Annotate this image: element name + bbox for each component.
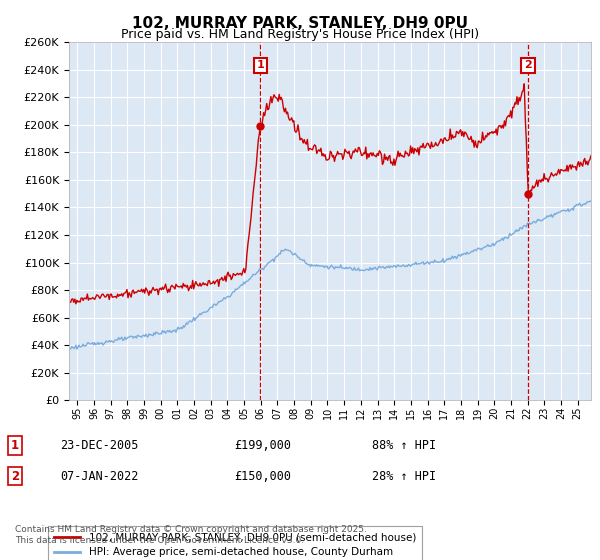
Text: 2: 2 (524, 60, 532, 71)
Legend: 102, MURRAY PARK, STANLEY, DH9 0PU (semi-detached house), HPI: Average price, se: 102, MURRAY PARK, STANLEY, DH9 0PU (semi… (48, 526, 422, 560)
Text: 88% ↑ HPI: 88% ↑ HPI (372, 438, 436, 452)
Text: 1: 1 (11, 438, 19, 452)
Text: 2: 2 (11, 469, 19, 483)
Text: 07-JAN-2022: 07-JAN-2022 (60, 469, 139, 483)
Text: Price paid vs. HM Land Registry's House Price Index (HPI): Price paid vs. HM Land Registry's House … (121, 28, 479, 41)
Text: Contains HM Land Registry data © Crown copyright and database right 2025.
This d: Contains HM Land Registry data © Crown c… (15, 525, 367, 545)
Text: 1: 1 (256, 60, 264, 71)
Text: £150,000: £150,000 (234, 469, 291, 483)
Text: £199,000: £199,000 (234, 438, 291, 452)
Text: 102, MURRAY PARK, STANLEY, DH9 0PU: 102, MURRAY PARK, STANLEY, DH9 0PU (132, 16, 468, 31)
Text: 28% ↑ HPI: 28% ↑ HPI (372, 469, 436, 483)
Text: 23-DEC-2005: 23-DEC-2005 (60, 438, 139, 452)
